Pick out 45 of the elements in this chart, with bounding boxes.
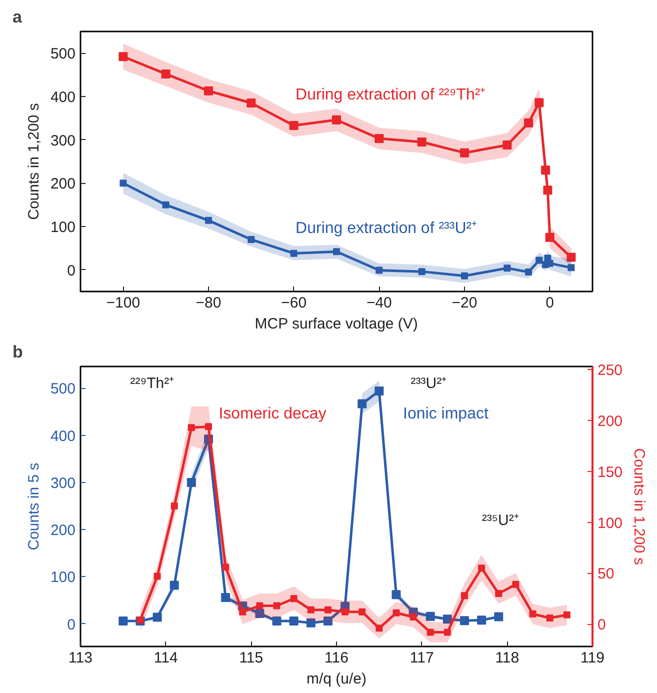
y-tick-label: 200 xyxy=(50,522,76,540)
y-tick-label: 300 xyxy=(50,132,76,150)
y2-tick-label: 50 xyxy=(598,566,614,583)
y2-tick-label: 0 xyxy=(598,616,606,634)
y-tick-label: 0 xyxy=(67,262,76,280)
x-tick-label: −60 xyxy=(281,294,307,312)
y2-tick-label: 200 xyxy=(598,412,623,430)
x-axis-title: MCP surface voltage (V) xyxy=(254,316,418,332)
y2-tick-label: 100 xyxy=(598,514,623,532)
annotation: ²³³U²⁺ xyxy=(410,374,447,392)
chart-title: b xyxy=(12,342,23,362)
y2-tick-label: 250 xyxy=(598,362,623,380)
series-label: Isomeric decay xyxy=(218,406,326,423)
x-tick-label: −40 xyxy=(366,294,392,312)
y-tick-label: 100 xyxy=(50,569,76,586)
y-tick-label: 0 xyxy=(67,616,76,634)
x-tick-label: 113 xyxy=(68,650,92,666)
annotation: ²²⁹Th²⁺ xyxy=(130,374,174,392)
y-tick-label: 400 xyxy=(50,428,76,445)
x-tick-label: −20 xyxy=(452,294,478,312)
series-label: During extraction of ²³³U²⁺ xyxy=(296,220,477,238)
y2-tick-label: 150 xyxy=(598,464,623,481)
x-tick-label: 118 xyxy=(495,650,520,666)
x-tick-label: 117 xyxy=(410,650,434,666)
x-tick-label: 119 xyxy=(580,650,604,666)
y-tick-label: 200 xyxy=(50,176,76,193)
x-axis-title: m/q (u/e) xyxy=(306,670,367,688)
y-axis-title: Counts in 5 s xyxy=(25,462,42,550)
y-tick-label: 500 xyxy=(50,380,76,398)
x-tick-label: 116 xyxy=(324,650,348,666)
x-tick-label: 0 xyxy=(546,294,554,312)
x-tick-label: 114 xyxy=(154,650,178,666)
x-tick-label: 115 xyxy=(239,650,264,666)
y-tick-label: 400 xyxy=(50,89,76,106)
annotation: ²³⁵U²⁺ xyxy=(482,512,519,529)
y-tick-label: 300 xyxy=(50,474,76,492)
series-label: During extraction of ²²⁹Th²⁺ xyxy=(296,86,486,104)
series-label: Ionic impact xyxy=(403,406,489,423)
y-tick-label: 100 xyxy=(50,219,76,236)
chart-title: a xyxy=(12,8,22,26)
y-axis-title: Counts in 1,200 s xyxy=(25,103,42,220)
x-tick-label: −100 xyxy=(106,294,140,312)
x-tick-label: −80 xyxy=(196,294,222,312)
y-tick-label: 500 xyxy=(50,46,76,63)
y2-axis-title: Counts in 1,200 s xyxy=(630,448,648,565)
